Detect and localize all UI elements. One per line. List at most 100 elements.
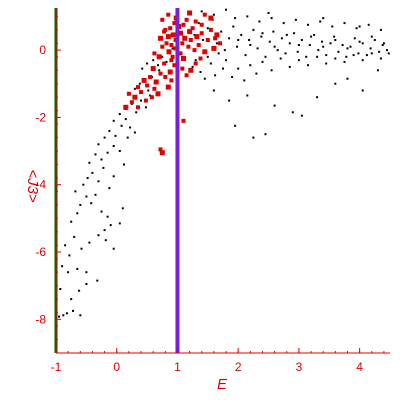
black-point <box>146 62 149 65</box>
black-point <box>79 314 82 317</box>
red-point <box>132 94 138 100</box>
black-point <box>325 54 328 57</box>
black-point <box>310 35 313 38</box>
black-point <box>147 89 150 92</box>
x-tick-label: 1 <box>174 360 181 374</box>
black-point <box>307 23 309 26</box>
black-point <box>79 203 82 206</box>
black-point <box>337 50 340 53</box>
red-point <box>159 150 165 156</box>
black-point <box>97 143 100 146</box>
red-point <box>180 41 185 46</box>
black-point <box>61 265 64 268</box>
black-point <box>108 129 111 132</box>
red-point <box>123 104 129 110</box>
red-point <box>205 38 210 42</box>
red-point <box>160 17 165 22</box>
black-point <box>249 44 252 46</box>
x-tick-label: 3 <box>296 360 303 374</box>
black-point <box>231 76 234 78</box>
red-point <box>182 35 188 41</box>
black-point <box>355 27 358 30</box>
black-point <box>67 271 70 274</box>
black-point <box>345 55 348 58</box>
black-point <box>288 42 291 45</box>
black-point <box>268 40 271 43</box>
red-point <box>169 58 174 63</box>
y-tick-label: 0 <box>39 43 46 57</box>
black-point <box>212 89 215 92</box>
black-point <box>121 207 124 210</box>
black-point <box>220 30 223 33</box>
black-point <box>382 42 385 45</box>
y-tick-label: -6 <box>35 245 46 259</box>
red-point <box>199 31 204 36</box>
black-point <box>97 234 100 237</box>
red-point <box>172 63 177 68</box>
black-point <box>264 133 267 136</box>
black-point <box>108 187 111 190</box>
black-point <box>260 35 263 38</box>
red-point <box>150 66 156 72</box>
black-point <box>316 96 319 99</box>
black-point <box>234 17 237 20</box>
black-point <box>267 12 270 14</box>
black-point <box>358 25 361 28</box>
red-point <box>160 44 165 49</box>
black-point <box>288 65 291 68</box>
black-point <box>234 124 237 127</box>
black-point <box>106 215 109 218</box>
black-point <box>378 50 381 53</box>
red-point <box>163 27 168 32</box>
black-point <box>140 99 142 102</box>
black-point <box>59 288 62 290</box>
black-point <box>88 161 91 164</box>
red-point <box>193 61 198 66</box>
black-point <box>376 69 379 72</box>
black-point <box>112 119 115 122</box>
black-point <box>112 175 115 178</box>
black-point <box>307 64 309 67</box>
black-point <box>96 279 99 282</box>
black-point <box>353 37 356 40</box>
red-point <box>164 41 169 46</box>
black-point <box>165 60 168 63</box>
red-point <box>208 15 214 21</box>
black-point <box>68 254 71 257</box>
red-point <box>188 67 194 73</box>
red-point <box>188 38 193 42</box>
black-point <box>346 47 349 50</box>
red-point <box>167 69 173 75</box>
black-point <box>94 193 97 196</box>
red-point <box>213 36 218 41</box>
black-point <box>325 62 328 65</box>
black-point <box>322 45 325 48</box>
black-point <box>118 150 121 152</box>
red-point <box>170 54 175 59</box>
black-point <box>100 210 103 213</box>
black-point <box>379 57 382 60</box>
black-point <box>104 239 107 242</box>
black-point <box>270 69 273 72</box>
black-point <box>248 39 251 41</box>
black-point <box>203 77 206 80</box>
black-point <box>270 17 273 20</box>
y-axis-title: <J3> <box>24 169 41 203</box>
black-point <box>133 87 136 90</box>
black-point <box>215 42 218 45</box>
black-point <box>225 8 227 11</box>
red-point <box>184 73 189 78</box>
black-point <box>284 52 287 55</box>
black-point <box>365 54 368 57</box>
red-point <box>198 56 203 61</box>
black-point <box>370 52 373 55</box>
red-point <box>139 90 143 95</box>
axes-layer: -1 0 1 2 3 4 -8 -6 -4 -2 0 <box>35 8 390 374</box>
black-point <box>237 67 240 70</box>
black-point <box>157 64 159 67</box>
black-point <box>120 124 123 127</box>
black-point <box>194 59 197 62</box>
black-point <box>70 220 73 223</box>
black-point <box>197 22 200 25</box>
black-point <box>129 126 132 129</box>
